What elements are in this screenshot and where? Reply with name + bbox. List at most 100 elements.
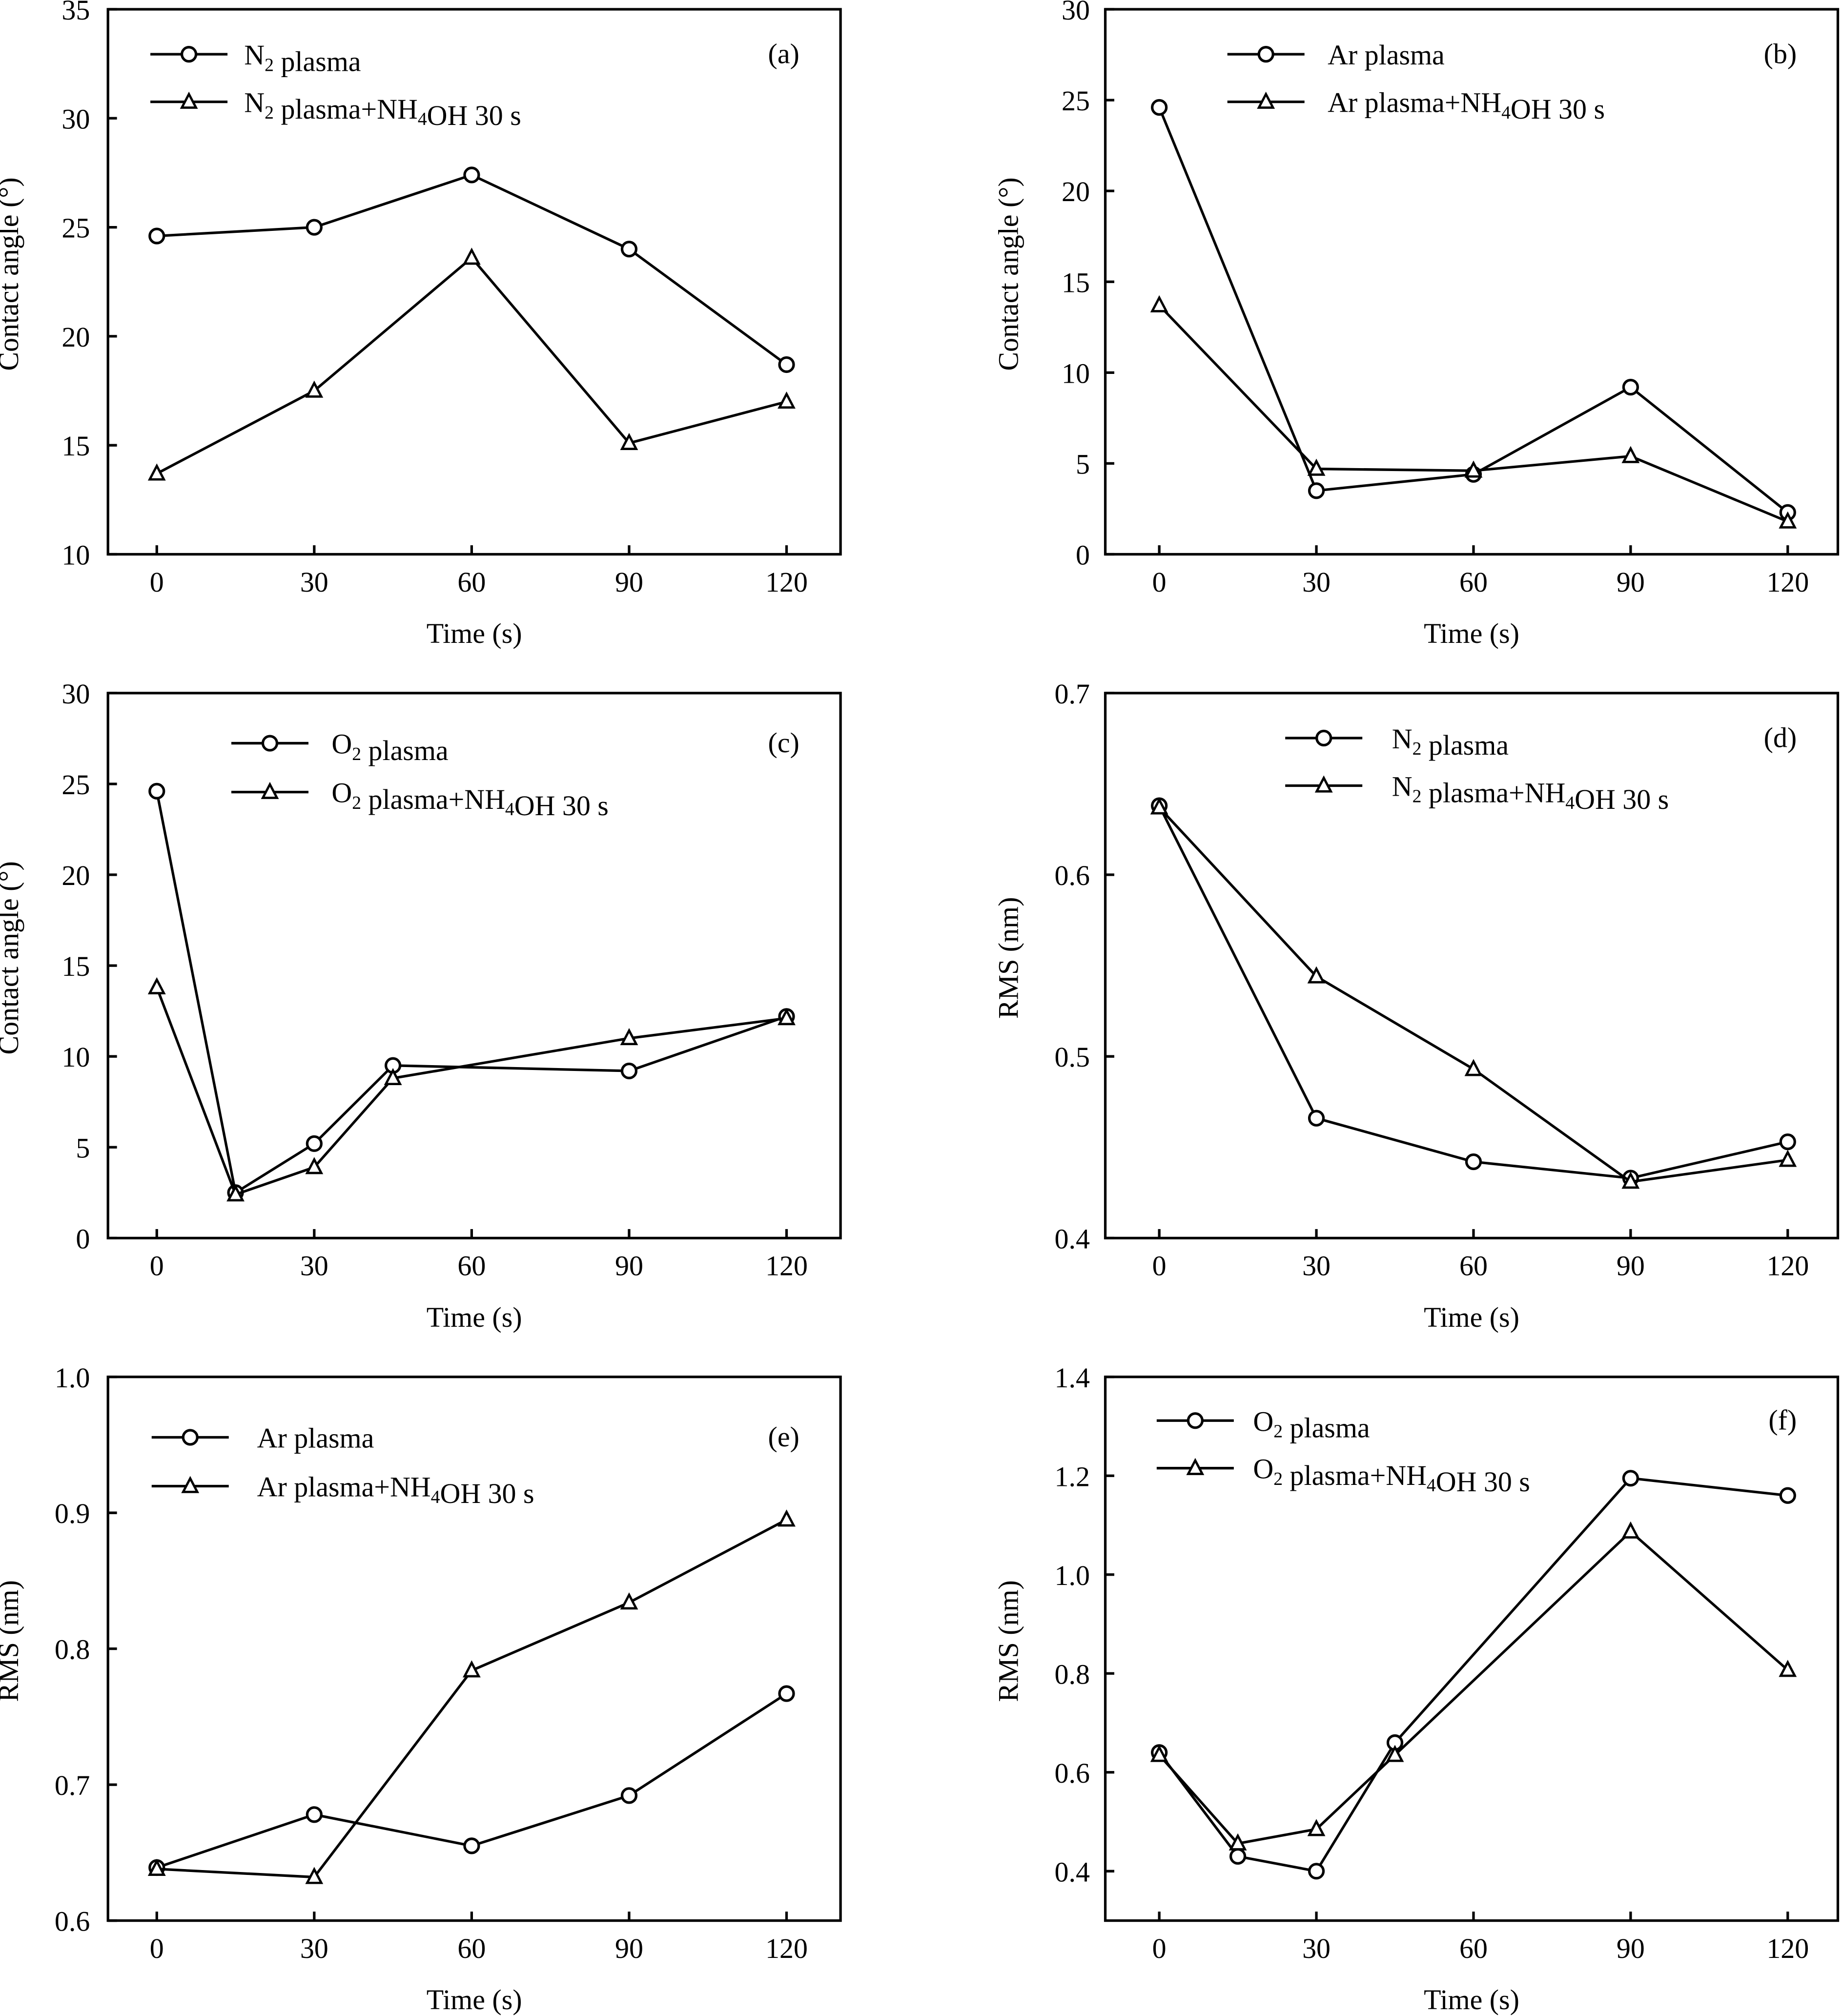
series-line [155,791,787,1195]
triangle-marker [1150,1745,1168,1762]
triangle-marker [1229,1833,1247,1851]
plot-frame [106,692,842,1239]
triangle-marker [778,1008,796,1026]
text-span: plasma+NH [1421,777,1565,809]
text-span: OH 30 s [427,100,521,131]
subscript: 2 [352,744,361,764]
triangle-marker [462,247,481,265]
circle-marker [1187,1412,1204,1429]
y-axis-label: Contact angle (°) [0,177,24,370]
series-circle [148,1685,795,1876]
circle-marker [1315,729,1332,747]
x-tick-label: 60 [1459,1250,1488,1282]
y-tick-label: 1.2 [1055,1461,1090,1492]
x-tick-label: 30 [300,566,328,598]
circle-marker [1308,1863,1325,1880]
chart-panel-a: 0 30 60 90 120 10 15 20 25 30 35 Time (s) Contact an… [0,0,842,649]
triangle-marker [1464,460,1483,478]
legend-label: Ar plasma [1328,39,1445,71]
series-circle [148,166,795,373]
legend-label: O2 plasma+NH4OH 30 s [1253,1453,1530,1498]
triangle-marker [305,380,324,398]
y-tick-label: 20 [61,321,90,353]
x-tick-label: 60 [457,566,486,598]
panel-label: (e) [768,1421,799,1453]
subscript: 4 [418,109,427,129]
triangle-marker [778,391,796,409]
triangle-marker [1779,1150,1797,1167]
x-tick-label: 60 [1459,566,1488,598]
y-tick-label: 15 [1062,267,1090,298]
y-tick-label: 0.6 [1055,860,1090,891]
circle-marker [463,166,480,184]
x-tick-label: 60 [1459,1933,1488,1964]
x-tick-label: 90 [1617,566,1645,598]
y-tick-label: 30 [61,103,90,135]
series-line [1158,805,1788,1180]
circle-marker [1308,1110,1325,1127]
text-span: plasma+NH [274,93,418,125]
x-tick-label: 120 [765,1933,808,1964]
x-tick-label: 0 [1152,1933,1167,1964]
y-tick-label: 5 [1076,448,1090,480]
subscript: 2 [352,793,361,813]
series-triangle [1150,295,1797,529]
circle-marker [180,46,198,63]
triangle-marker [147,463,166,481]
subscript: 4 [505,799,514,820]
x-tick-label: 0 [150,1933,164,1964]
circle-marker [463,1837,480,1854]
series-line [155,987,787,1196]
series-circle [1151,99,1796,521]
triangle-marker [1621,1172,1640,1189]
circle-marker [306,1135,323,1152]
subscript: 4 [1501,103,1511,123]
text-span: N [1392,723,1413,755]
y-tick-label: 25 [1062,85,1090,117]
text-span: OH 30 s [514,790,609,822]
subscript: 4 [431,1487,440,1507]
y-tick-label: 0.7 [1055,678,1090,710]
y-tick-label: 1.0 [1055,1560,1090,1591]
triangle-marker [1150,295,1168,312]
circle-marker [1151,99,1168,116]
x-tick-label: 90 [1617,1250,1645,1282]
series-line [157,1518,787,1879]
text-span: O [331,728,352,760]
chart-panel-d: 0 30 60 90 120 0.4 0.5 0.6 0.7 Time (s) RMS (nm) (d… [992,678,1840,1333]
text-span: Ar plasma+NH [1328,87,1501,119]
series-circle [1151,797,1796,1187]
text-span: OH 30 s [1436,1466,1530,1498]
circle-marker [620,1062,638,1080]
series-line [1158,1530,1789,1845]
triangle-marker [305,1157,324,1174]
text-span: plasma [1283,1412,1370,1443]
y-tick-label: 0.6 [55,1906,90,1937]
y-tick-label: 10 [61,539,90,571]
subscript: 4 [1565,793,1575,813]
y-tick-label: 0.7 [55,1769,90,1801]
y-tick-label: 0.9 [55,1498,90,1529]
y-tick-label: 10 [1062,357,1090,389]
triangle-marker [1779,511,1797,529]
text-span: plasma [361,735,449,766]
circle-marker [182,1429,199,1446]
legend-entry: Ar plasma [1227,39,1445,71]
subscript: 2 [1273,1421,1283,1441]
y-tick-label: 20 [61,860,90,891]
series-line [1158,106,1789,514]
circle-marker [1779,1487,1796,1504]
y-axis-label: Contact angle (°) [992,177,1024,370]
x-tick-label: 90 [1617,1933,1645,1964]
triangle-marker [181,1476,200,1493]
text-span: O [1253,1405,1273,1437]
circle-marker [148,782,165,800]
triangle-marker [620,1028,638,1046]
text-span: Ar plasma+NH [257,1471,431,1503]
y-tick-label: 0.6 [1055,1757,1090,1789]
y-tick-label: 25 [61,769,90,801]
text-span: plasma+NH [1283,1460,1427,1491]
legend-entry: O2 plasma+NH4OH 30 s [231,777,609,822]
circle-marker [1622,1470,1639,1487]
